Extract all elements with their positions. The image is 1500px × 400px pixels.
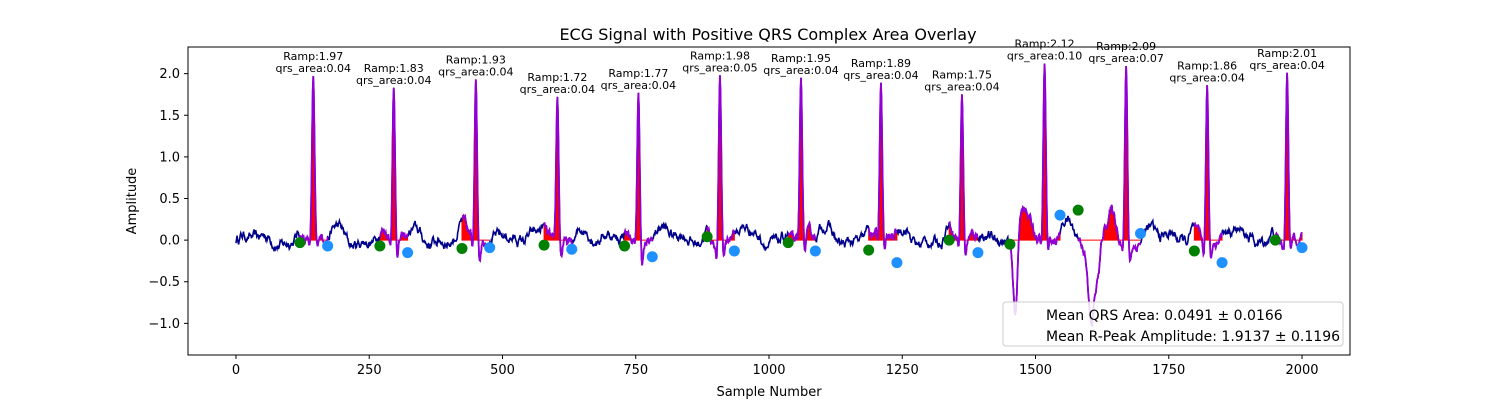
q-point-marker (1072, 204, 1084, 216)
q-point-marker (456, 242, 468, 254)
q-point-marker (1188, 245, 1200, 257)
y-tick-label: −1.0 (148, 317, 180, 332)
y-tick-label: 0.5 (159, 192, 180, 207)
qrs-area-label: qrs_area:0.07 (1088, 52, 1163, 65)
qrs-area-label: qrs_area:0.05 (682, 61, 757, 74)
q-point-marker (943, 234, 955, 246)
s-point-marker (1135, 227, 1147, 239)
r-peak-amplitude-label: Ramp:1.97 (283, 50, 343, 63)
qrs-segment-line (461, 79, 491, 263)
y-tick-label: 2.0 (159, 67, 180, 82)
r-peak-amplitude-label: Ramp:1.98 (690, 49, 750, 62)
qrs-area-label: qrs_area:0.04 (843, 69, 918, 82)
qrs-area-label: qrs_area:0.04 (601, 79, 676, 92)
r-peak-amplitude-label: Ramp:1.93 (446, 53, 506, 66)
qrs-area-fill (1009, 63, 1061, 241)
q-point-marker (701, 231, 713, 243)
legend-box (1002, 301, 1344, 347)
qrs-segment-line (787, 77, 817, 253)
x-tick-label: 1750 (1152, 363, 1185, 378)
qrs-area-label: qrs_area:0.04 (763, 64, 838, 77)
x-axis-label: Sample Number (716, 385, 822, 400)
axes: 0 250 500 750 1000 1250 1500 1750 2000 −1.0 −0.5 0.… (148, 67, 1318, 378)
x-tick-label: 500 (490, 363, 515, 378)
legend-entry-mean-r-peak-amplitude: Mean R-Peak Amplitude: 1.9137 ± 0.1196 (1046, 329, 1340, 345)
x-tick-label: 1500 (1019, 363, 1052, 378)
q-point-marker (538, 239, 550, 251)
s-point-marker (646, 251, 658, 263)
chart-title: ECG Signal with Positive QRS Complex Are… (559, 25, 976, 44)
x-tick-label: 0 (232, 363, 240, 378)
y-axis-label: Amplitude (125, 168, 140, 235)
qrs-segment-line (379, 87, 409, 258)
q-point-marker (1269, 234, 1281, 246)
qrs-area-label: qrs_area:0.10 (1007, 50, 1082, 63)
qrs-area-label: qrs_area:0.04 (1249, 59, 1324, 72)
qrs-segment-line (948, 94, 979, 256)
s-point-marker (402, 247, 414, 259)
q-point-marker (863, 244, 875, 256)
y-tick-label: 1.0 (159, 150, 180, 165)
s-point-marker (1296, 242, 1308, 254)
qrs-segment-line (867, 82, 898, 250)
x-tick-label: 750 (623, 363, 648, 378)
y-tick-label: 1.5 (159, 109, 180, 124)
qrs-area-label: qrs_area:0.04 (1169, 71, 1244, 84)
r-peak-amplitude-label: Ramp:1.72 (527, 71, 587, 84)
q-point-marker (782, 237, 794, 249)
r-peak-amplitude-label: Ramp:1.75 (932, 68, 992, 81)
s-point-marker (728, 245, 740, 257)
r-peak-amplitude-label: Ramp:1.95 (771, 52, 831, 65)
s-point-marker (1216, 257, 1228, 269)
r-peak-amplitude-label: Ramp:1.83 (364, 62, 424, 75)
qrs-segment-line (543, 96, 573, 259)
qrs-segment-line (1274, 72, 1303, 251)
qrs-area-label: qrs_area:0.04 (356, 74, 431, 87)
q-point-marker (1004, 238, 1016, 250)
s-point-marker (891, 257, 903, 269)
r-peak-amplitude-label: Ramp:1.77 (608, 67, 668, 80)
y-tick-label: −0.5 (148, 275, 180, 290)
qrs-area-label: qrs_area:0.04 (276, 62, 351, 75)
legend-entry-mean-qrs-area: Mean QRS Area: 0.0491 ± 0.0166 (1046, 308, 1283, 324)
x-tick-label: 1000 (752, 363, 785, 378)
x-tick-label: 1250 (886, 363, 919, 378)
s-point-marker (566, 243, 578, 255)
r-peak-amplitude-label: Ramp:1.86 (1177, 59, 1237, 72)
q-point-marker (374, 240, 386, 252)
qrs-area-label: qrs_area:0.04 (924, 80, 999, 93)
s-point-marker (484, 242, 496, 254)
s-point-marker (972, 247, 984, 259)
qrs-segment-line (1193, 85, 1223, 259)
legend: Mean QRS Area: 0.0491 ± 0.0166 Mean R-Pe… (1002, 301, 1344, 347)
qrs-area-label: qrs_area:0.04 (520, 83, 595, 96)
qrs-segment-line (623, 92, 654, 266)
qrs-segment-line (1077, 66, 1142, 328)
s-point-marker (809, 245, 821, 257)
x-tick-label: 250 (357, 363, 382, 378)
qrs-area-label: qrs_area:0.04 (438, 65, 513, 78)
qrs-segment-line (1009, 63, 1061, 316)
qrs-segment-line (706, 75, 736, 259)
q-point-marker (294, 237, 306, 249)
s-point-marker (322, 240, 334, 252)
y-tick-label: 0.0 (159, 234, 180, 249)
x-tick-label: 2000 (1285, 363, 1318, 378)
r-peak-amplitude-label: Ramp:1.89 (851, 57, 911, 70)
r-peak-amplitude-label: Ramp:2.01 (1257, 47, 1317, 60)
q-point-marker (619, 240, 631, 252)
s-point-marker (1054, 209, 1066, 221)
